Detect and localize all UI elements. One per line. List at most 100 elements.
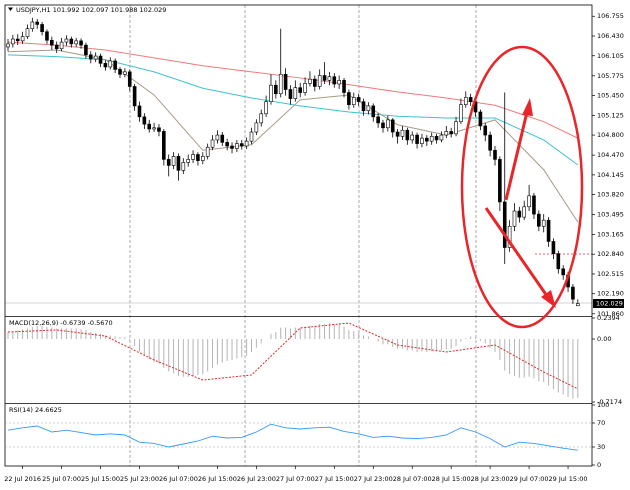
y-tick-label: 30 — [597, 443, 605, 451]
candle-body — [575, 303, 580, 307]
candle-body — [74, 40, 78, 45]
candle-body — [132, 86, 137, 107]
candle-body — [342, 80, 346, 93]
y-tick-label: 103.820 — [597, 191, 624, 199]
candle-body — [332, 76, 337, 85]
candle-body — [317, 75, 322, 87]
candle-body — [400, 129, 405, 137]
candle-body — [429, 135, 434, 142]
candle-body — [425, 137, 429, 142]
y-tick-label: 102.515 — [597, 270, 624, 278]
candle-body — [181, 162, 186, 171]
candle-body — [308, 78, 312, 84]
candle-body — [113, 60, 117, 70]
candle-body — [239, 143, 244, 147]
candle-body — [390, 119, 395, 133]
arrow-head — [541, 290, 556, 308]
candle-body — [118, 69, 122, 75]
y-tick-label: 0.00 — [597, 335, 611, 343]
annotation — [460, 45, 584, 329]
candle-body — [313, 78, 317, 87]
candle-body — [35, 21, 40, 25]
candle-body — [347, 92, 351, 105]
candle-body — [498, 159, 502, 203]
candle-body — [439, 134, 444, 141]
candle-body — [191, 154, 195, 160]
panel-title: MACD(12,26,9) -0.6739 -0.5670 — [9, 319, 113, 327]
candle-body — [366, 105, 371, 112]
candle-body — [269, 84, 273, 102]
candle-body — [93, 55, 98, 60]
candle-body — [517, 210, 522, 218]
panel-title: USDJPY,H1 101.992 102.097 101.988 102.02… — [16, 6, 166, 14]
candle-body — [11, 38, 15, 45]
arrow-head — [522, 98, 533, 116]
arrow-down — [484, 207, 549, 297]
y-tick-label: 106.430 — [597, 32, 624, 40]
candle-body — [201, 156, 205, 161]
y-tick-label: 70 — [597, 419, 605, 427]
candle-body — [371, 105, 376, 118]
candle-body — [166, 159, 171, 166]
candle-body — [274, 84, 278, 95]
x-tick-label: 26 Jul 07:00 — [159, 475, 198, 483]
candle-body — [210, 139, 215, 148]
x-tick-label: 29 Jul 07:00 — [510, 475, 549, 483]
y-tick-label: 102.190 — [597, 290, 624, 298]
candle-body — [59, 41, 64, 50]
candle-body — [361, 101, 366, 112]
candle-body — [488, 134, 492, 151]
candle-body — [225, 142, 229, 147]
candle-body — [288, 89, 293, 99]
candle-body — [420, 137, 424, 144]
candle-body — [6, 43, 10, 48]
x-tick-label: 28 Jul 15:00 — [432, 475, 471, 483]
candle-body — [220, 134, 225, 143]
candle-body — [215, 134, 220, 141]
candle-body — [415, 134, 419, 144]
candle-body — [571, 286, 575, 300]
candle-body — [337, 80, 341, 85]
x-tick-label: 25 Jul 07:00 — [42, 475, 81, 483]
candle-body — [162, 131, 166, 160]
candle-body — [537, 213, 541, 227]
candle-body — [40, 24, 44, 33]
y-tick-label: 106.755 — [597, 12, 624, 20]
y-tick-label: 106.105 — [597, 52, 624, 60]
candle-body — [127, 71, 132, 87]
candle-body — [244, 140, 249, 147]
frame — [4, 4, 593, 467]
candle-body — [483, 125, 488, 136]
moving-average — [7, 49, 579, 223]
candle-body — [293, 87, 298, 99]
candle-body — [434, 135, 439, 141]
candle-body — [527, 195, 531, 208]
candle-body — [235, 143, 239, 149]
candle-body — [551, 241, 556, 254]
candle-body — [157, 127, 161, 132]
marks: 106.755 106.430 106.105 105.775 105.450 105.1… — [4, 6, 624, 483]
candle-body — [556, 253, 561, 270]
y-tick-label: 100 — [597, 401, 609, 409]
candle-body — [546, 219, 551, 242]
candle-body — [264, 101, 268, 115]
candle-body — [386, 119, 390, 129]
candle-body — [249, 131, 254, 142]
candle-body — [123, 71, 127, 75]
candle-body — [25, 28, 30, 37]
y-tick-label: 104.145 — [597, 171, 624, 179]
y-tick-label: 104.800 — [597, 131, 624, 139]
candle-body — [20, 36, 25, 42]
y-tick-label: 0.2394 — [597, 314, 620, 322]
candle-body — [468, 97, 473, 102]
candle-body — [64, 38, 69, 43]
candle-body — [196, 154, 200, 161]
candle-body — [327, 76, 332, 81]
x-tick-label: 27 Jul 07:00 — [276, 475, 315, 483]
highlight-ellipse — [460, 45, 584, 329]
candle-body — [152, 127, 156, 130]
candle-body — [405, 129, 410, 141]
candle-body — [103, 63, 108, 68]
candle-body — [395, 131, 400, 137]
candle-body — [522, 206, 527, 218]
